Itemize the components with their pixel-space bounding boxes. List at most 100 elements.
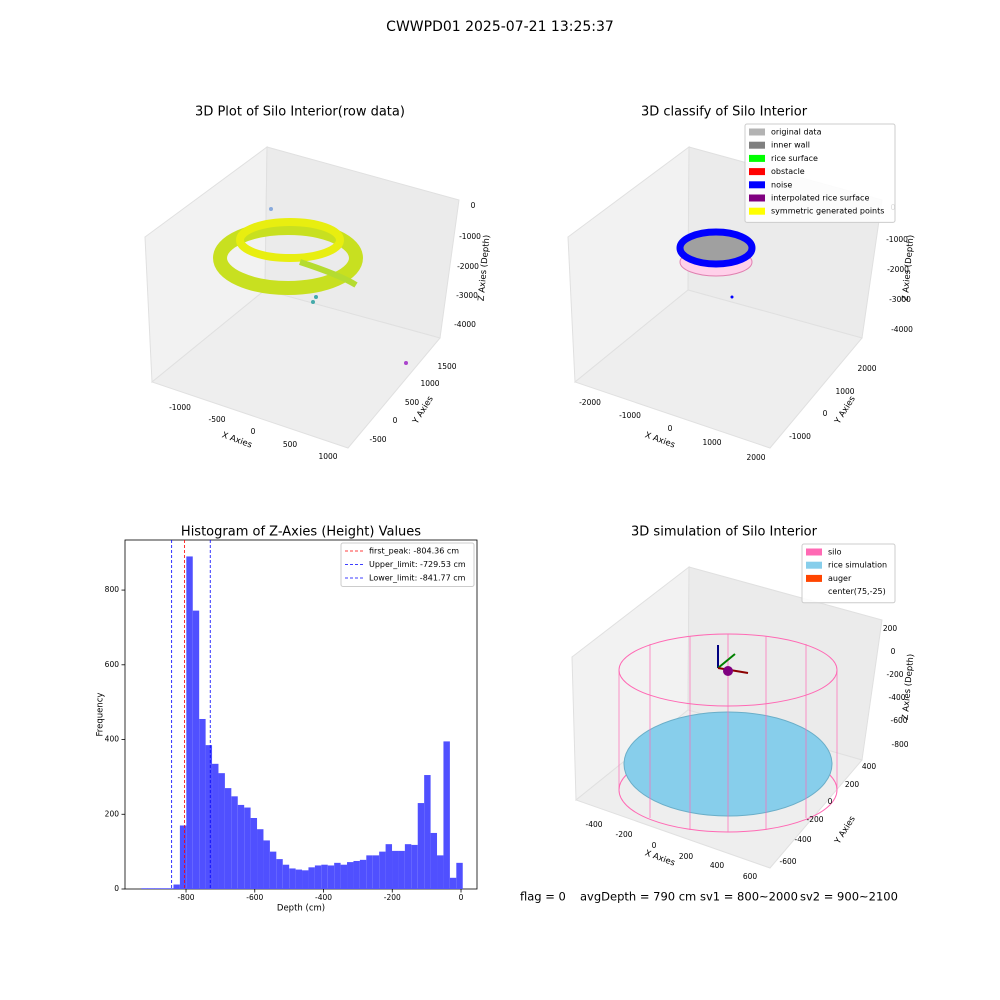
legend-box — [744, 123, 896, 223]
z-tick-label: 0 — [471, 201, 476, 210]
y-tick-label: 800 — [105, 585, 120, 594]
x-tick-label: 0 — [251, 427, 256, 436]
bar — [141, 888, 148, 889]
z-tick-label: -1000 — [459, 232, 481, 241]
bar — [417, 803, 425, 889]
point — [314, 295, 318, 299]
bar — [224, 788, 232, 889]
x-tick-label: 200 — [679, 852, 694, 861]
bar — [334, 862, 341, 889]
bar — [443, 741, 450, 889]
x-tick-label: 0 — [668, 424, 673, 433]
bar — [186, 556, 193, 889]
bar — [398, 850, 405, 889]
legend-swatch — [749, 181, 765, 189]
x-tick-label: 0 — [459, 893, 464, 902]
z-tick-label: -2000 — [887, 265, 909, 274]
legend-label: rice simulation — [828, 561, 887, 570]
legend-swatch — [749, 141, 765, 149]
bar — [154, 888, 161, 889]
x-tick-label: -600 — [246, 893, 263, 902]
x-tick-label: 400 — [710, 861, 725, 870]
axes-3d — [144, 145, 460, 449]
bar — [179, 825, 187, 889]
status-text: flag = 0 — [520, 890, 566, 904]
bar — [308, 867, 315, 889]
bar — [244, 807, 251, 889]
bar — [379, 851, 386, 889]
x-tick-label: -1000 — [169, 403, 191, 412]
y-tick-label: 200 — [105, 809, 120, 818]
bar — [269, 851, 277, 889]
bar — [282, 864, 290, 889]
y-tick-label: -600 — [779, 857, 796, 866]
legend-swatch — [749, 194, 765, 202]
bar — [424, 775, 431, 889]
bar — [173, 884, 180, 889]
bar — [314, 865, 322, 889]
bar — [327, 865, 335, 889]
x-tick-label: -400 — [315, 893, 332, 902]
point-cloud — [213, 221, 363, 295]
center-marker — [723, 666, 733, 676]
bar — [192, 610, 200, 889]
axis-arrow — [717, 653, 736, 669]
bar — [289, 868, 296, 889]
bar — [276, 859, 283, 889]
legend-label: auger — [828, 574, 852, 583]
legend-label: Upper_limit: -729.53 cm — [369, 560, 466, 569]
legend-label: inner wall — [771, 141, 810, 150]
bar — [212, 763, 219, 889]
pane — [573, 289, 863, 449]
x-tick-label: 600 — [743, 872, 758, 881]
bar — [404, 844, 412, 889]
legend-swatch — [749, 168, 765, 176]
bar — [456, 862, 463, 889]
legend-swatch — [749, 154, 765, 162]
bar — [385, 844, 393, 889]
bar — [199, 718, 206, 889]
x-tick-label: -800 — [178, 893, 195, 902]
bar — [250, 818, 258, 889]
bar — [321, 864, 328, 889]
z-tick-label: -1000 — [886, 235, 908, 244]
point-cloud — [676, 228, 756, 268]
chart-title: Histogram of Z-Axies (Height) Values — [181, 525, 421, 540]
x-tick-label: -200 — [615, 830, 632, 839]
x-tick-label: 500 — [283, 440, 298, 449]
status-text: sv2 = 900~2100 — [800, 890, 898, 904]
legend-label: center(75,-25) — [828, 587, 886, 596]
x-tick-label: 0 — [652, 841, 657, 850]
z-tick-label: -4000 — [454, 320, 476, 329]
y-tick-label: 200 — [845, 780, 860, 789]
legend-label: noise — [771, 180, 792, 189]
axes-3d — [571, 565, 883, 869]
chart-title: 3D classify of Silo Interior — [641, 105, 808, 120]
x-tick-label: -2000 — [579, 398, 601, 407]
y-tick-label: -500 — [369, 435, 386, 444]
point — [730, 295, 734, 299]
bar — [340, 864, 348, 889]
x-tick-label: 1000 — [318, 452, 337, 461]
point — [311, 300, 315, 304]
z-tick-label: -600 — [890, 716, 907, 725]
legend-label: obstacle — [771, 167, 805, 176]
y-tick-label: 400 — [105, 735, 120, 744]
bar — [437, 855, 444, 889]
legend-label: interpolated rice surface — [771, 194, 869, 203]
y-tick-label: 0 — [393, 416, 398, 425]
legend-label: original data — [771, 128, 822, 137]
y-tick-label: 1500 — [437, 362, 456, 371]
z-tick-label: 200 — [883, 624, 898, 633]
y-tick-label: -400 — [794, 835, 811, 844]
bar — [353, 860, 360, 889]
bar — [218, 773, 225, 889]
chart-title: 3D Plot of Silo Interior(row data) — [195, 105, 405, 120]
legend-label: symmetric generated points — [771, 207, 884, 216]
figure-title: CWWPD01 2025-07-21 13:25:37 — [386, 19, 614, 35]
bar — [359, 859, 367, 889]
bar — [449, 877, 457, 889]
legend-swatch — [806, 548, 822, 556]
bar — [302, 870, 309, 889]
